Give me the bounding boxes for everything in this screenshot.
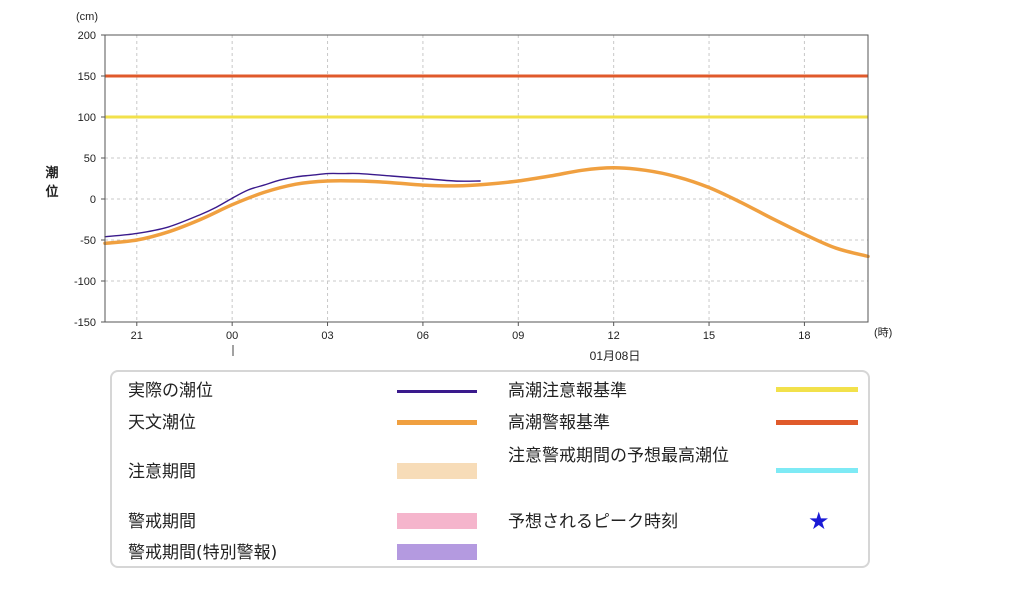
legend-line-advisory-standard [776, 387, 858, 392]
y-tick-label: 0 [90, 194, 96, 206]
y-tick-label: -150 [74, 317, 96, 329]
x-tick-label: 12 [608, 330, 620, 342]
data-point-astronomical [676, 176, 678, 178]
data-point-actual [390, 175, 392, 177]
legend-swatch-caution-period [397, 463, 477, 479]
legend-label-warning-period: 警戒期間 [128, 512, 196, 532]
data-point-astronomical [613, 167, 615, 169]
data-point-astronomical [835, 247, 837, 249]
y-tick-label: 100 [78, 112, 96, 124]
data-point-actual [136, 233, 138, 235]
y-unit-label: (cm) [76, 11, 98, 23]
data-point-astronomical [327, 180, 329, 182]
y-ticks: -150 -100 -50 0 50 100 150 200 [74, 30, 105, 329]
legend-label-astronomical: 天文潮位 [128, 413, 196, 433]
x-tick-label: 15 [703, 330, 715, 342]
data-point-actual [454, 180, 456, 182]
data-point-actual [215, 206, 217, 208]
data-point-astronomical [517, 180, 519, 182]
y-tick-label: 150 [78, 71, 96, 83]
grid [105, 35, 868, 322]
data-point-astronomical [136, 239, 138, 241]
legend-label-advisory-standard: 高潮注意報基準 [508, 381, 627, 401]
x-tick-label: 18 [798, 330, 810, 342]
y-tick-label: 200 [78, 30, 96, 42]
data-point-astronomical [200, 219, 202, 221]
data-point-actual [263, 184, 265, 186]
data-point-astronomical [581, 170, 583, 172]
legend-swatch-special-warning-period [397, 544, 477, 560]
y-tick-label: -100 [74, 276, 96, 288]
data-point-astronomical [454, 185, 456, 187]
data-point-actual [231, 197, 233, 199]
data-point-astronomical [486, 183, 488, 185]
threshold-lines [105, 74, 868, 119]
x-tick-label: 21 [131, 330, 143, 342]
legend-swatch-warning-period [397, 513, 477, 529]
legend-label-special-warning-period: 警戒期間(特別警報) [128, 543, 278, 563]
series-line-actual [104, 172, 481, 238]
data-point-actual [200, 214, 202, 216]
x-tick-label: 00 [226, 330, 238, 342]
data-point-astronomical [645, 170, 647, 172]
series-lines [103, 166, 870, 259]
y-axis-label-1: 潮 [45, 165, 58, 181]
legend-label-actual: 実際の潮位 [128, 381, 213, 401]
x-tick-label: 09 [512, 330, 524, 342]
y-tick-label: 50 [84, 153, 96, 165]
tide-chart: (cm) 潮 位 -150 -100 -50 0 50 100 150 200 21 00 03 0… [45, 11, 892, 363]
x-ticks: 21 00 03 06 09 12 15 18 [131, 322, 811, 342]
data-point-astronomical [359, 180, 361, 182]
legend-line-predicted-max [776, 468, 858, 473]
data-point-actual [311, 174, 313, 176]
data-point-actual [343, 173, 345, 175]
legend-label-warning-standard: 高潮警報基準 [508, 413, 610, 433]
data-point-astronomical [168, 231, 170, 233]
data-point-astronomical [295, 183, 297, 185]
data-point-astronomical [231, 204, 233, 206]
data-point-astronomical [708, 187, 710, 189]
data-point-astronomical [740, 201, 742, 203]
data-point-astronomical [422, 184, 424, 186]
data-point-actual [479, 180, 481, 182]
legend-line-actual [397, 390, 477, 393]
legend-line-warning-standard [776, 420, 858, 425]
legend-label-peak-time: 予想されるピーク時刻 [508, 512, 678, 532]
data-point-actual [327, 173, 329, 175]
data-point-actual [247, 189, 249, 191]
x-tick-label: 03 [321, 330, 333, 342]
data-point-actual [279, 179, 281, 181]
data-point-actual [359, 173, 361, 175]
data-point-astronomical [549, 175, 551, 177]
legend-label-predicted-max: 注意警戒期間の予想最高潮位 [508, 446, 729, 466]
y-tick-label: -50 [80, 235, 96, 247]
data-point-astronomical [263, 192, 265, 194]
y-axis-label-2: 位 [45, 184, 58, 200]
plot-frame [104, 34, 869, 323]
legend-line-astronomical [397, 420, 477, 425]
x-unit-label: (時) [874, 326, 892, 339]
legend: 実際の潮位 天文潮位 注意期間 警戒期間 警戒期間(特別警報) 高潮注意報基準 … [110, 370, 870, 568]
date-label: 01月08日 [590, 349, 641, 363]
x-tick-label: 06 [417, 330, 429, 342]
data-point-actual [295, 176, 297, 178]
data-point-astronomical [772, 218, 774, 220]
data-point-astronomical [390, 182, 392, 184]
series-line-astronomical [103, 166, 870, 259]
data-point-actual [422, 178, 424, 180]
peak-star-icon: ★ [808, 507, 830, 535]
legend-label-caution-period: 注意期間 [128, 462, 196, 482]
data-point-astronomical [804, 233, 806, 235]
data-point-actual [168, 226, 170, 228]
